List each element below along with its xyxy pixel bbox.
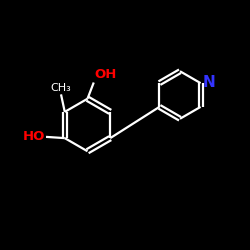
Text: HO: HO [22,130,45,143]
Text: N: N [203,74,216,90]
Text: CH₃: CH₃ [51,84,71,93]
Text: OH: OH [94,68,117,82]
